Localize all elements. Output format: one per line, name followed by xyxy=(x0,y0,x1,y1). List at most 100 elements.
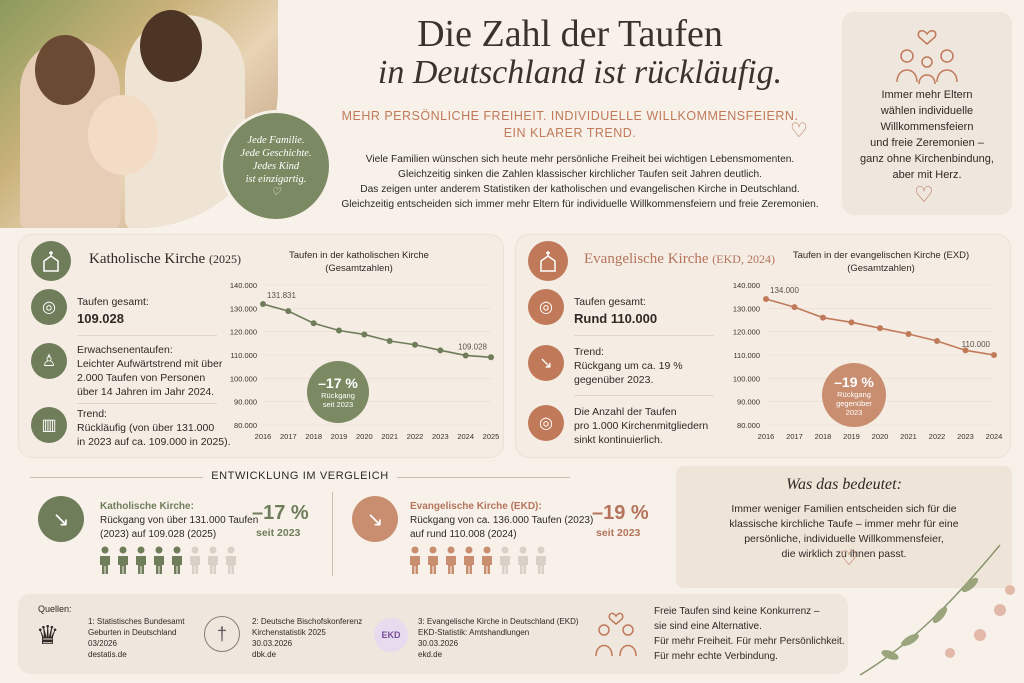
x-tick-label: 2016 xyxy=(758,432,775,441)
data-point xyxy=(791,304,798,311)
trend-text: Trend: Rückgang um ca. 19 % gegenüber 2023… xyxy=(574,346,683,386)
data-label: 110.000 xyxy=(962,340,991,349)
person-figure-icon xyxy=(190,546,200,574)
person-figure-icon xyxy=(208,546,218,574)
church-icon xyxy=(31,241,71,281)
adult-baptism-text: Erwachsenentaufen: Leichter Aufwärtstrend… xyxy=(77,344,223,398)
side-info-box: Immer mehr Eltern wählen individuelle Will… xyxy=(842,12,1012,215)
catholic-pct: –17 % xyxy=(252,502,309,524)
source-3: 3: Evangelische Kirche in Deutschland (E… xyxy=(418,617,579,659)
data-point xyxy=(848,319,855,326)
x-tick-label: 2016 xyxy=(255,432,272,441)
y-tick-label: 140.000 xyxy=(230,281,257,290)
y-tick-label: 140.000 xyxy=(733,281,760,290)
eagle-logo-icon: ♛ xyxy=(36,620,60,650)
x-tick-label: 2017 xyxy=(786,432,803,441)
person-figure-icon xyxy=(518,546,528,574)
protestant-since: seit 2023 xyxy=(596,527,641,539)
protestant-panel: Evangelische Kirche (EKD, 2024) ◎ Taufen… xyxy=(515,234,1011,458)
pct-badge: –19 % Rückgang gegenüber 2023 xyxy=(822,363,886,427)
data-label: 109.028 xyxy=(458,342,487,351)
data-point xyxy=(877,325,883,332)
data-point xyxy=(310,320,317,327)
person-figure-icon xyxy=(464,546,474,574)
y-tick-label: 130.000 xyxy=(733,304,760,313)
data-point xyxy=(386,338,393,344)
catholic-figures xyxy=(98,546,242,579)
panel-title: Katholische Kirche (2025) xyxy=(89,251,241,267)
free-baptism-text: Freie Taufen sind keine Konkurrenz – sie … xyxy=(654,606,845,662)
y-tick-label: 90.000 xyxy=(234,398,257,407)
panel-title: Evangelische Kirche (EKD, 2024) xyxy=(584,251,775,267)
pct-badge: –17 % Rückgang seit 2023 xyxy=(307,361,369,423)
y-tick-label: 110.000 xyxy=(230,351,257,360)
trend-down-icon: ↘ xyxy=(528,345,564,381)
x-tick-label: 2022 xyxy=(407,432,424,441)
x-tick-label: 2023 xyxy=(957,432,974,441)
meaning-box: Was das bedeutet: Immer weniger Familien… xyxy=(676,466,1012,588)
total-label: Taufen gesamt: xyxy=(77,296,149,308)
y-tick-label: 80.000 xyxy=(234,421,257,430)
trend-down-icon: ↘ xyxy=(352,496,398,542)
x-tick-label: 2018 xyxy=(815,432,832,441)
person-figure-icon xyxy=(428,546,438,574)
heart-icon: ♡ xyxy=(914,182,934,207)
ratio-text: Die Anzahl der Taufen pro 1.000 Kirchenmi… xyxy=(574,406,709,446)
y-tick-label: 130.000 xyxy=(230,304,257,313)
y-tick-label: 80.000 xyxy=(737,421,760,430)
x-tick-label: 2024 xyxy=(986,432,1003,441)
data-point xyxy=(934,338,940,344)
x-tick-label: 2019 xyxy=(331,432,348,441)
source-1: 1: Statistisches Bundesamt Geburten in De… xyxy=(88,617,185,659)
trend-chart-icon: ▥ xyxy=(31,407,67,443)
data-label: 131.831 xyxy=(267,291,296,300)
page-title: Die Zahl der Taufen xyxy=(417,13,723,55)
trend-down-icon: ↘ xyxy=(38,496,84,542)
page-title-script: in Deutschland ist rückläufig. xyxy=(377,54,783,91)
x-tick-label: 2017 xyxy=(280,432,297,441)
y-tick-label: 100.000 xyxy=(733,374,760,383)
data-point xyxy=(437,347,444,354)
person-figure-icon xyxy=(172,546,182,574)
x-tick-label: 2019 xyxy=(843,432,860,441)
person-figure-icon xyxy=(500,546,510,574)
data-point xyxy=(285,308,292,315)
people-icon: ◎ xyxy=(31,289,67,325)
catholic-since: seit 2023 xyxy=(256,527,301,539)
comparison-heading: ENTWICKLUNG IM VERGLEICH xyxy=(30,470,570,482)
data-point xyxy=(905,331,912,337)
person-figure-icon xyxy=(226,546,236,574)
heart-icon: ♡ xyxy=(840,548,858,570)
x-tick-label: 2022 xyxy=(929,432,946,441)
ekd-logo-icon: EKD xyxy=(374,618,408,652)
person-figure-icon xyxy=(118,546,128,574)
subtitle: MEHR PERSÖNLICHE FREIHEIT. INDIVIDUELLE … xyxy=(341,109,799,140)
data-point xyxy=(361,331,368,338)
protestant-comparison-text: Evangelische Kirche (EKD): Rückgang von … xyxy=(410,501,594,540)
slogan-badge: Jede Familie. Jede Geschichte. Jedes Kind i… xyxy=(220,110,332,222)
church-icon xyxy=(528,241,568,281)
family-icon xyxy=(896,29,958,84)
family-photo xyxy=(0,0,278,228)
chart-title: Taufen in der evangelischen Kirche (EXD)… xyxy=(792,250,970,274)
catholic-comparison-text: Katholische Kirche: Rückgang von über 13… xyxy=(100,501,259,540)
total-value: 109.028 xyxy=(77,311,124,326)
source-2: 2: Deutsche Bischofskonferenz Kirchenstat… xyxy=(252,617,363,659)
sources-footer: Quellen: ♛ 1: Statistisches Bundesamt Geb… xyxy=(18,594,848,674)
person-figure-icon xyxy=(482,546,492,574)
catholic-panel: Katholische Kirche (2025) ◎ Taufen gesam… xyxy=(18,234,504,458)
adult-baptism-icon: ♙ xyxy=(31,343,67,379)
protestant-line-chart: 80.000 90.000 100.000 110.000 120.000 130.000… xyxy=(733,281,1003,441)
person-figure-icon xyxy=(446,546,456,574)
total-label: Taufen gesamt: xyxy=(574,296,646,308)
data-point xyxy=(488,354,494,361)
x-tick-label: 2024 xyxy=(457,432,474,441)
y-tick-label: 120.000 xyxy=(733,328,760,337)
family-heart-icon xyxy=(595,612,637,657)
cross-logo-icon: † xyxy=(204,616,240,652)
x-tick-label: 2020 xyxy=(356,432,373,441)
trend-text: Trend: Rückläufig (von über 131.000 in 202… xyxy=(77,408,231,448)
person-figure-icon xyxy=(100,546,110,574)
total-value: Rund 110.000 xyxy=(574,311,658,326)
x-tick-label: 2025 xyxy=(483,432,500,441)
